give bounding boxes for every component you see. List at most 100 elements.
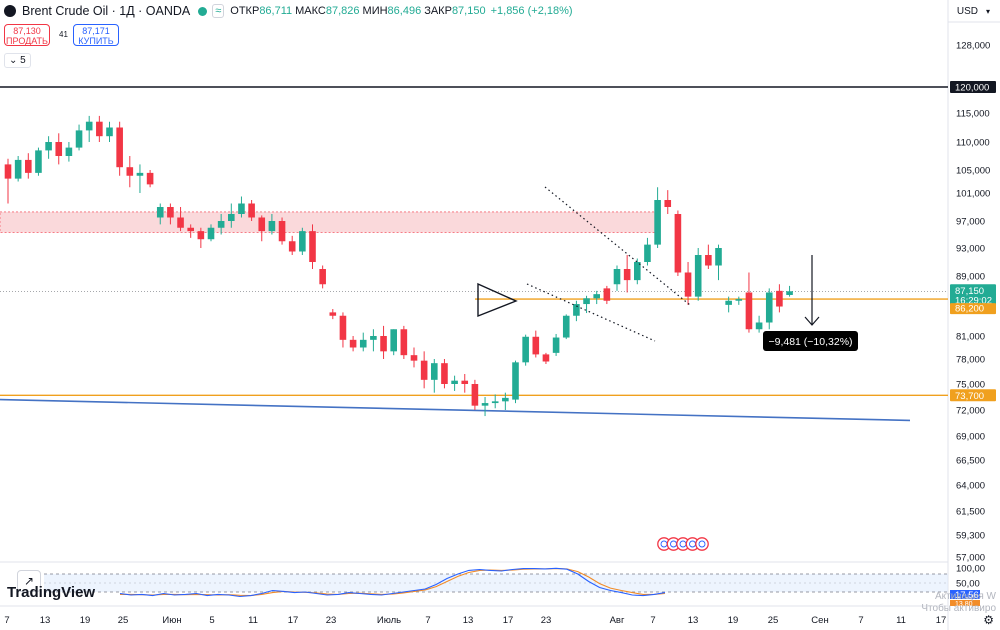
currency-selector[interactable]: USD — [956, 6, 978, 17]
candle-body — [441, 363, 448, 384]
current-price-label-bg — [950, 284, 996, 307]
candle-body — [268, 221, 276, 232]
ohlc-high: МАКС87,826 — [295, 5, 360, 17]
candle-body — [35, 150, 42, 173]
candle-body — [329, 312, 337, 316]
candle-body — [349, 339, 357, 348]
chevron-down-icon[interactable]: ▾ — [985, 7, 990, 16]
time-tick-label: 17 — [503, 615, 514, 626]
candle-body — [106, 127, 113, 137]
candle-body — [75, 130, 83, 148]
price-tick-label: 64,000 — [956, 481, 985, 492]
candle-body — [481, 403, 489, 406]
candle-body — [25, 159, 32, 173]
candle-body — [370, 336, 377, 340]
candle-body — [55, 142, 63, 156]
candle-body — [725, 300, 732, 305]
sell-label: ПРОДАТЬ — [6, 36, 48, 46]
price-tick-label: 78,000 — [956, 355, 985, 366]
time-tick-label: 17 — [288, 615, 299, 626]
candle-body — [735, 299, 743, 301]
sell-price: 87,130 — [13, 26, 41, 36]
candle-body — [410, 355, 418, 361]
candle-body — [776, 290, 783, 307]
chevron-down-icon: ⌄ — [9, 55, 18, 66]
candle-body — [187, 227, 194, 232]
buy-button[interactable]: 87,171 КУПИТЬ — [73, 24, 119, 46]
candle-body — [4, 164, 12, 179]
time-tick-label: 25 — [118, 615, 129, 626]
current-price-label: 87,150 — [955, 286, 984, 297]
stochastic-tick-label: 100,00 — [956, 564, 985, 575]
candle-body — [339, 315, 347, 340]
windows-watermark-line2: Чтобы активиро — [921, 603, 996, 614]
candle-body — [309, 231, 316, 262]
candle-body — [664, 200, 672, 207]
candle-body — [431, 363, 438, 380]
candle-body — [116, 127, 123, 168]
candle-body — [705, 255, 712, 266]
resistance-zone — [0, 211, 656, 233]
drawing-tool-icon[interactable]: ↗ — [17, 570, 41, 592]
time-tick-label: 11 — [248, 615, 258, 626]
ohlc-close: ЗАКР87,150 — [424, 5, 486, 17]
stochastic-k-line — [119, 567, 666, 598]
time-tick-label: 17 — [936, 615, 947, 626]
candle-body — [136, 172, 144, 176]
candle-body — [217, 221, 225, 228]
price-tick-label: 61,500 — [956, 507, 985, 518]
time-tick-label: 13 — [688, 615, 699, 626]
flow-icon: ≈ — [212, 4, 225, 18]
candle-body — [359, 339, 367, 348]
time-tick-label: 23 — [326, 615, 337, 626]
measurement-label: −9,481 (−10,32%) — [768, 336, 852, 348]
candle-body — [288, 241, 296, 252]
candle-body — [177, 217, 184, 228]
chart-header: Brent Crude Oil · 1Д · OANDA ≈ ОТКР86,71… — [0, 0, 573, 22]
candle-body — [542, 354, 550, 362]
time-tick-label: 13 — [40, 615, 51, 626]
price-tick-label: 66,500 — [956, 456, 985, 467]
stochastic-k-label-bg — [950, 590, 980, 599]
candle-body — [156, 207, 164, 218]
trendline — [0, 398, 911, 422]
candle-body — [634, 262, 641, 281]
candle-body — [755, 322, 763, 330]
symbol-title[interactable]: Brent Crude Oil · 1Д · OANDA — [22, 4, 191, 18]
symbol-logo-icon — [4, 5, 16, 17]
price-tick-label: 115,000 — [956, 109, 990, 120]
triangle-drawing — [477, 282, 518, 318]
sell-button[interactable]: 87,130 ПРОДАТЬ — [4, 24, 50, 46]
candle-body — [146, 172, 154, 185]
price-tick-label: 59,300 — [956, 531, 985, 542]
candle-body — [583, 298, 590, 305]
candle-body — [278, 221, 286, 242]
spread-value: 41 — [59, 30, 68, 39]
time-tick-label: 25 — [768, 615, 779, 626]
price-tick-label: 110,000 — [956, 138, 990, 149]
candle-body — [45, 142, 52, 151]
level-label: 73,700 — [955, 391, 984, 402]
time-tick-label: 7 — [650, 615, 655, 626]
countdown-label: 16:29:02 — [955, 295, 992, 306]
time-tick-label: 7 — [4, 615, 9, 626]
price-tick-label: 105,000 — [956, 166, 990, 177]
dividend-event-icon — [695, 537, 709, 551]
candle-body — [502, 397, 509, 402]
dividend-event-icon — [698, 540, 706, 548]
candle-body — [65, 147, 73, 156]
candle-body — [380, 336, 387, 352]
time-tick-label: 7 — [858, 615, 863, 626]
candle-body — [167, 207, 174, 218]
candle-body — [694, 255, 702, 297]
candle-body — [623, 269, 631, 281]
ohlc-open: ОТКР86,711 — [230, 5, 293, 17]
price-tick-label: 72,000 — [956, 406, 985, 417]
candle-body — [786, 291, 793, 295]
candle-body — [593, 294, 600, 299]
gear-icon[interactable]: ⚙ — [983, 613, 994, 627]
candle-body — [745, 292, 753, 330]
indicators-toggle[interactable]: ⌄ 5 — [4, 53, 31, 68]
candle-body — [420, 360, 428, 380]
